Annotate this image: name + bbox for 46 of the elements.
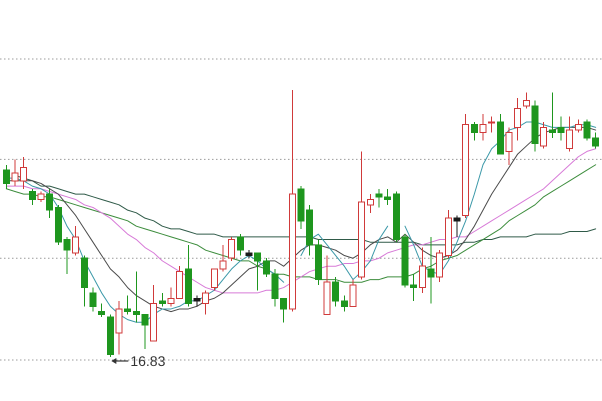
candlestick xyxy=(366,194,374,214)
annotation: 16.83 xyxy=(130,353,166,369)
candlestick xyxy=(106,314,114,358)
candlestick xyxy=(488,116,496,134)
candlestick xyxy=(72,226,80,256)
candlestick xyxy=(358,150,366,280)
candlestick xyxy=(522,92,530,110)
candlestick xyxy=(444,210,452,259)
candlestick xyxy=(228,236,236,262)
candlestick xyxy=(193,295,201,307)
candlestick xyxy=(150,284,158,342)
candlestick xyxy=(37,190,45,203)
candlestick xyxy=(340,295,348,312)
candlestick xyxy=(496,114,504,155)
candlestick xyxy=(462,114,470,219)
candlestick xyxy=(28,188,36,206)
candlestick xyxy=(46,188,54,219)
candlestick xyxy=(566,116,574,152)
candlestick xyxy=(574,118,582,134)
candlestick xyxy=(158,292,166,307)
candlestick xyxy=(288,90,296,312)
candlestick xyxy=(418,247,426,294)
candlestick xyxy=(236,234,244,256)
candlestick xyxy=(124,295,132,315)
candlestick xyxy=(427,236,435,304)
candlestick xyxy=(184,244,192,307)
candlestick xyxy=(80,255,88,307)
candlestick xyxy=(98,303,106,318)
candlestick xyxy=(540,122,548,150)
candlestick xyxy=(514,98,522,142)
candlestick xyxy=(245,250,253,259)
candlestick xyxy=(254,252,262,291)
candlestick xyxy=(332,276,340,307)
candlestick xyxy=(349,279,357,307)
candlestick xyxy=(453,214,461,238)
candlestick xyxy=(323,255,331,315)
candlestick xyxy=(115,300,123,355)
candlestick xyxy=(479,114,487,142)
candlestick xyxy=(470,122,478,142)
candlestick xyxy=(531,100,539,152)
candlestick xyxy=(314,239,322,286)
candlestick xyxy=(89,287,97,312)
candlestick xyxy=(436,250,444,283)
candlestick xyxy=(2,164,10,190)
candlestick xyxy=(505,126,513,166)
candlestick xyxy=(202,290,210,315)
